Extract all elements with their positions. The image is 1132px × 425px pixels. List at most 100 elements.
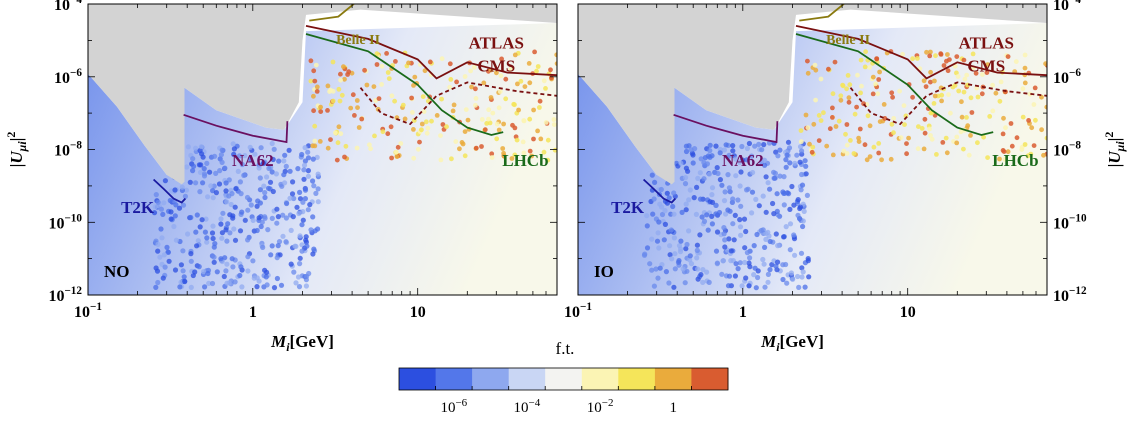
scan-point-high-ft bbox=[867, 65, 872, 70]
scan-point bbox=[678, 160, 684, 166]
scan-point-high-ft bbox=[927, 53, 933, 59]
scan-point bbox=[274, 206, 280, 212]
scan-point bbox=[800, 218, 806, 224]
scan-point-high-ft bbox=[958, 129, 964, 135]
scan-point bbox=[771, 175, 778, 181]
label-belle-ii: Belle II bbox=[336, 33, 380, 48]
scan-point bbox=[728, 258, 734, 264]
scan-point bbox=[188, 251, 194, 257]
scan-point bbox=[312, 228, 318, 234]
scan-point-high-ft bbox=[393, 59, 398, 64]
scan-point bbox=[688, 147, 694, 153]
scan-point bbox=[745, 186, 751, 192]
scan-point-high-ft bbox=[864, 157, 870, 163]
scan-point bbox=[794, 152, 800, 158]
scan-point bbox=[761, 142, 767, 148]
scan-point bbox=[281, 172, 287, 178]
scan-point bbox=[172, 213, 178, 219]
y-axis-label: |Uμi|2 bbox=[4, 132, 29, 168]
scan-point bbox=[715, 170, 721, 177]
scan-point-high-ft bbox=[1029, 125, 1035, 131]
scan-point bbox=[792, 160, 798, 166]
scan-point-high-ft bbox=[317, 139, 323, 144]
scan-point bbox=[264, 269, 270, 275]
scan-point bbox=[704, 269, 710, 275]
scan-point-high-ft bbox=[516, 107, 521, 113]
scan-point-high-ft bbox=[310, 143, 316, 149]
y-tick-label: 10−10 bbox=[48, 212, 82, 232]
scan-point bbox=[787, 160, 793, 166]
scan-point-high-ft bbox=[867, 123, 873, 129]
scan-points bbox=[151, 49, 557, 291]
scan-point bbox=[263, 274, 269, 280]
scan-point bbox=[787, 221, 794, 227]
scan-point bbox=[799, 265, 805, 271]
scan-point-high-ft bbox=[928, 133, 933, 138]
scan-point-high-ft bbox=[389, 93, 395, 99]
scan-point-high-ft bbox=[798, 128, 804, 134]
scan-point bbox=[155, 241, 161, 247]
scan-point-high-ft bbox=[311, 108, 316, 114]
scan-point bbox=[200, 180, 206, 186]
scan-point bbox=[205, 194, 211, 200]
scan-point bbox=[717, 177, 724, 183]
scan-point bbox=[202, 229, 208, 235]
scan-point bbox=[770, 200, 776, 207]
scan-point bbox=[760, 256, 766, 263]
scan-point bbox=[694, 247, 700, 253]
scan-point-high-ft bbox=[479, 117, 485, 122]
scan-point bbox=[658, 186, 664, 193]
scan-point bbox=[223, 268, 229, 274]
scan-point bbox=[763, 209, 769, 215]
scan-point-high-ft bbox=[384, 51, 389, 56]
scan-point bbox=[801, 208, 807, 214]
scan-point bbox=[242, 153, 248, 159]
scan-point-high-ft bbox=[487, 120, 493, 126]
x-tick-label: 1 bbox=[249, 304, 257, 321]
scan-point bbox=[719, 182, 725, 188]
scan-point-high-ft bbox=[341, 64, 346, 70]
scan-point bbox=[208, 183, 214, 189]
scan-point-high-ft bbox=[843, 131, 848, 137]
scan-point bbox=[749, 189, 756, 195]
scan-point bbox=[777, 147, 783, 153]
scan-point bbox=[699, 214, 705, 220]
curve-atlas bbox=[795, 25, 1047, 80]
y-tick-label: 10−10 bbox=[1053, 212, 1087, 232]
scan-point-high-ft bbox=[354, 98, 360, 103]
scan-point bbox=[756, 203, 762, 209]
scan-point bbox=[786, 145, 793, 151]
scan-point bbox=[754, 231, 760, 238]
scan-point-high-ft bbox=[402, 116, 408, 122]
scan-point bbox=[254, 284, 260, 290]
scan-point bbox=[709, 213, 715, 219]
scan-point-high-ft bbox=[1020, 86, 1026, 92]
colorbar-segment bbox=[435, 368, 473, 390]
scan-point-high-ft bbox=[393, 149, 399, 155]
scan-point-high-ft bbox=[335, 140, 341, 146]
scan-point-high-ft bbox=[355, 105, 360, 110]
scan-point-high-ft bbox=[818, 118, 824, 123]
scan-point bbox=[311, 183, 317, 189]
label-lhcb: LHCb bbox=[992, 151, 1038, 170]
scan-point bbox=[230, 264, 236, 270]
scan-point bbox=[159, 235, 165, 241]
scan-point-high-ft bbox=[916, 124, 921, 129]
scan-point-high-ft bbox=[417, 139, 422, 145]
scan-point-high-ft bbox=[1008, 121, 1014, 126]
scan-point-high-ft bbox=[830, 115, 835, 120]
scan-point bbox=[265, 227, 271, 233]
scan-point-high-ft bbox=[816, 138, 822, 144]
scan-point bbox=[154, 268, 161, 274]
scan-point bbox=[230, 141, 236, 147]
scan-point bbox=[682, 181, 689, 187]
scan-point-high-ft bbox=[454, 79, 459, 85]
scan-point bbox=[245, 207, 251, 213]
scan-point bbox=[269, 215, 275, 221]
scan-point bbox=[315, 171, 321, 177]
scan-point bbox=[730, 221, 736, 227]
scan-point-high-ft bbox=[897, 88, 902, 94]
scan-point bbox=[666, 195, 672, 201]
scan-point bbox=[694, 255, 700, 261]
scan-point bbox=[690, 160, 696, 166]
